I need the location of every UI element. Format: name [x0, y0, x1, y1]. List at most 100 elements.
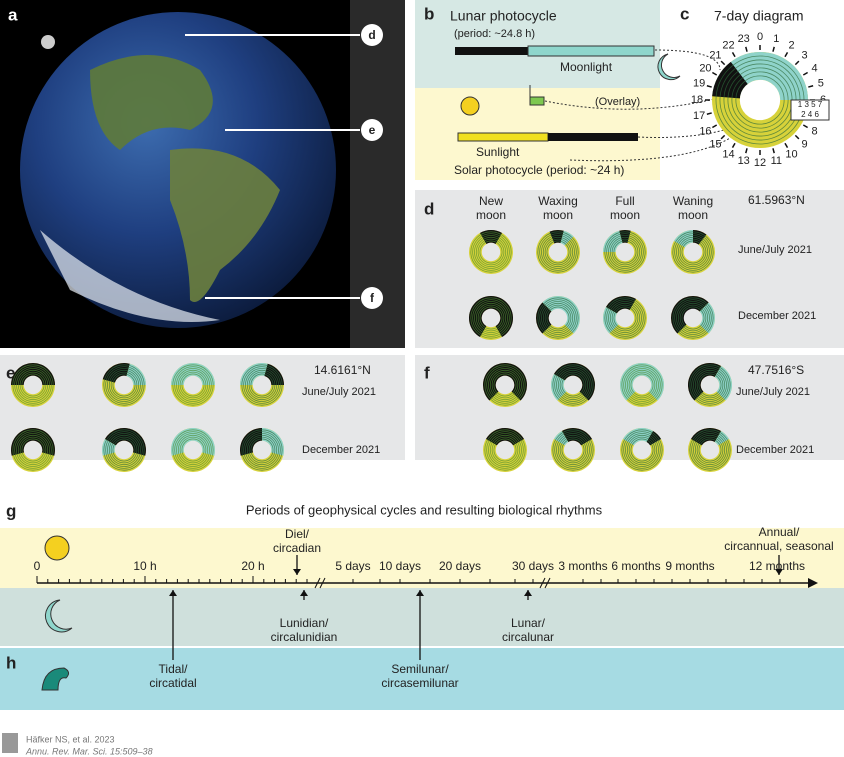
ring-line: [489, 369, 521, 401]
sun-icon: [460, 96, 480, 116]
ring-line: [694, 369, 726, 401]
ring-line: [542, 236, 574, 268]
ring-center: [114, 375, 134, 395]
ring-line: [604, 297, 646, 339]
ring-line: [245, 433, 279, 467]
phase-label: moon: [610, 208, 640, 222]
ring-sector: [542, 296, 580, 334]
ring-line: [243, 366, 281, 404]
panel-label: h: [6, 653, 16, 672]
ring-line: [611, 304, 639, 332]
overlay-box: [529, 96, 545, 106]
ring-line: [552, 364, 594, 406]
lunar-period: (period: ~24.8 h): [454, 28, 535, 40]
ring-line: [172, 364, 214, 406]
annotation: Tidal/: [159, 662, 189, 676]
axis-break: [314, 577, 326, 589]
hour-tick: [784, 51, 789, 58]
ring-line: [606, 233, 644, 271]
ring-line: [609, 302, 641, 334]
ring-line: [539, 299, 577, 337]
ring-line: [472, 233, 510, 271]
ring-line: [174, 366, 212, 404]
ring-line: [108, 369, 140, 401]
ring-line: [14, 431, 52, 469]
ring-line: [546, 306, 570, 330]
phase-label: Full: [615, 194, 634, 208]
ring-line: [174, 431, 212, 469]
moon-icon: [45, 599, 73, 633]
ring-center: [615, 308, 635, 328]
ring-line: [630, 373, 654, 397]
ring-center: [632, 375, 652, 395]
phase-label: moon: [678, 208, 708, 222]
panel-g-bg: [0, 528, 844, 588]
annotation: Semilunar/: [391, 662, 449, 676]
ring-center: [23, 375, 43, 395]
ring-center: [183, 440, 203, 460]
ring-line: [694, 434, 726, 466]
ring-line: [608, 235, 642, 269]
g-title: Periods of geophysical cycles and result…: [246, 502, 603, 517]
annotation: Lunar/: [511, 616, 546, 630]
ring-line: [19, 371, 47, 399]
ring-line: [477, 238, 505, 266]
panel-label: b: [424, 4, 434, 23]
panel-b-lunar-bg: [415, 0, 660, 88]
ring-line: [491, 436, 519, 464]
ring-line: [537, 231, 579, 273]
ring-line: [14, 366, 52, 404]
ring-line: [681, 240, 705, 264]
hour-label: 4: [811, 62, 817, 74]
c-title: 7-day diagram: [714, 8, 804, 24]
hour-label: 9: [801, 138, 807, 150]
ring-line: [623, 366, 661, 404]
ring-line: [672, 297, 714, 339]
ring-line: [176, 368, 210, 402]
ring-center: [615, 242, 635, 262]
ring-line: [561, 438, 585, 462]
ring-line: [246, 434, 278, 466]
ring-sector: [104, 428, 146, 456]
ring-line: [241, 364, 283, 406]
arrow-head: [300, 590, 308, 596]
ring-line: [625, 433, 659, 467]
annotation: Diel/: [285, 527, 310, 541]
ring-line: [677, 302, 709, 334]
ring-center: [563, 375, 583, 395]
hour-label: 20: [699, 62, 711, 74]
hour-label: 15: [709, 138, 721, 150]
phase-label: moon: [476, 208, 506, 222]
ring-line: [470, 297, 512, 339]
axis-label: 0: [34, 559, 41, 573]
hour-label: 23: [738, 33, 750, 45]
ring-line: [691, 431, 729, 469]
row-label: June/July 2021: [736, 386, 810, 398]
ring-line: [556, 433, 590, 467]
sun-icon: [44, 535, 70, 561]
axis-label: 20 days: [439, 559, 481, 573]
ring-line: [676, 235, 710, 269]
ring-line: [681, 306, 705, 330]
annotation: circannual, seasonal: [724, 539, 833, 553]
phase-label: moon: [543, 208, 573, 222]
ring-line: [17, 369, 49, 401]
ring-line: [105, 431, 143, 469]
sunlight-bar: [457, 132, 549, 142]
annotation: Lunidian/: [280, 616, 329, 630]
ring-line: [626, 434, 658, 466]
ring-line: [542, 302, 574, 334]
panel-label: d: [424, 199, 434, 218]
ring-line: [731, 71, 789, 129]
axis-label: 5 days: [335, 559, 370, 573]
ring-line: [17, 434, 49, 466]
ring-line: [479, 306, 503, 330]
hour-label: 2: [788, 39, 794, 51]
ring-line: [474, 301, 508, 335]
solar-title: Solar photocycle (period: ~24 h): [454, 163, 624, 177]
ring-line: [696, 436, 724, 464]
ring-line: [621, 429, 663, 471]
ring-sector: [469, 295, 513, 338]
moonlight-label: Moonlight: [560, 60, 613, 74]
